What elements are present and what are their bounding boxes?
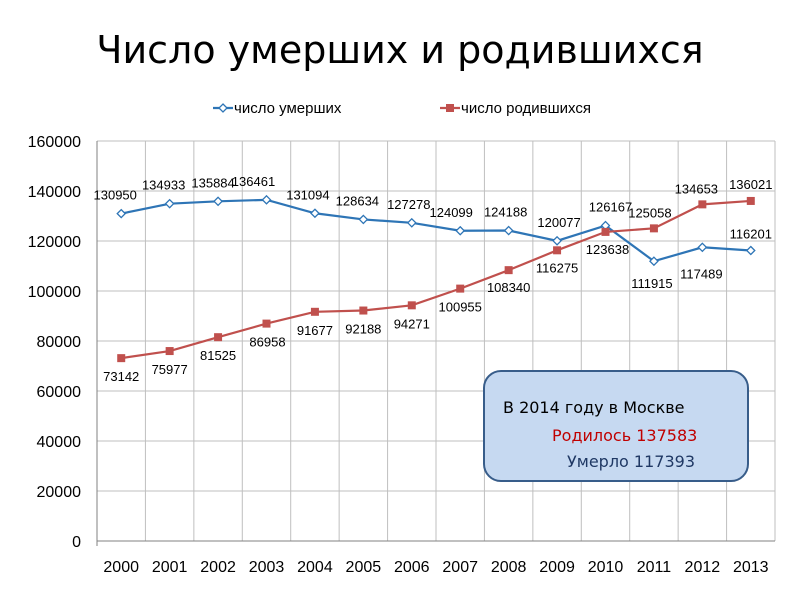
- births-data-label: 91677: [297, 323, 333, 338]
- deaths-data-label: 120077: [537, 215, 580, 230]
- x-tick-label: 2006: [394, 559, 430, 576]
- x-tick-label: 2002: [200, 559, 236, 576]
- y-tick-label: 120000: [28, 234, 81, 251]
- deaths-data-label: 127278: [387, 197, 430, 212]
- x-tick-label: 2005: [346, 559, 382, 576]
- deaths-point: [358, 214, 369, 225]
- x-tick-label: 2013: [733, 559, 769, 576]
- deaths-point: [745, 245, 756, 256]
- births-point: [698, 200, 707, 209]
- births-point: [310, 307, 319, 316]
- y-tick-label: 80000: [37, 334, 82, 351]
- y-tick-label: 140000: [28, 184, 81, 201]
- deaths-point: [455, 225, 466, 236]
- births-data-label: 136021: [729, 177, 772, 192]
- births-point: [214, 333, 223, 342]
- callout-heading: В 2014 году в Москве: [503, 398, 685, 417]
- x-tick-label: 2004: [297, 559, 333, 576]
- deaths-data-label: 135884: [191, 175, 234, 190]
- deaths-point: [164, 198, 175, 209]
- x-tick-label: 2003: [249, 559, 285, 576]
- births-data-label: 116275: [536, 260, 578, 275]
- legend-births-label: число родившихся: [461, 100, 591, 117]
- births-data-label: 100955: [439, 300, 482, 315]
- legend-births-marker: [446, 104, 454, 112]
- births-data-label: 123638: [586, 242, 629, 257]
- page-title: Число умерших и родившихся: [96, 28, 704, 72]
- deaths-data-label: 131094: [286, 187, 329, 202]
- births-data-label: 125058: [628, 205, 671, 220]
- deaths-point: [261, 194, 272, 205]
- y-tick-label: 40000: [37, 434, 82, 451]
- births-data-label: 81525: [200, 348, 236, 363]
- births-data-label: 73142: [103, 369, 139, 384]
- deaths-point: [213, 196, 223, 207]
- y-tick-label: 60000: [37, 384, 82, 401]
- births-point: [117, 354, 126, 363]
- deaths-point: [649, 256, 659, 267]
- callout-deaths: Умерло 117393: [567, 452, 695, 471]
- births-point: [553, 246, 562, 255]
- deaths-data-label: 136461: [232, 174, 275, 189]
- births-point: [359, 306, 368, 315]
- births-point: [746, 196, 755, 205]
- births-point: [504, 266, 513, 275]
- callout-births: Родилось 137583: [552, 426, 698, 445]
- y-tick-label: 160000: [28, 134, 81, 151]
- deaths-point: [552, 235, 562, 246]
- x-tick-label: 2001: [152, 559, 188, 576]
- x-tick-label: 2012: [685, 559, 721, 576]
- deaths-data-label: 111915: [631, 276, 672, 291]
- x-tick-label: 2008: [491, 559, 527, 576]
- deaths-data-label: 134933: [142, 178, 185, 193]
- births-point: [649, 224, 658, 233]
- legend-deaths-marker: [218, 103, 228, 113]
- births-point: [407, 301, 416, 310]
- deaths-data-label: 117489: [680, 266, 722, 281]
- deaths-data-label: 126167: [589, 200, 632, 215]
- x-tick-label: 2011: [637, 559, 672, 576]
- deaths-point: [310, 208, 320, 219]
- deaths-data-label: 128634: [336, 193, 379, 208]
- x-tick-label: 2009: [539, 559, 575, 576]
- births-data-label: 92188: [345, 322, 381, 337]
- deaths-data-label: 124188: [484, 205, 527, 220]
- x-tick-label: 2007: [442, 559, 478, 576]
- series-line-births: [121, 199, 751, 360]
- deaths-point: [116, 208, 127, 219]
- deaths-data-label: 124099: [430, 205, 473, 220]
- births-point: [262, 319, 271, 328]
- y-tick-label: 20000: [37, 484, 82, 501]
- x-tick-label: 2010: [588, 559, 624, 576]
- deaths-point: [406, 217, 417, 228]
- births-data-label: 108340: [487, 280, 530, 295]
- deaths-point: [503, 225, 514, 236]
- deaths-data-label: 116201: [730, 226, 772, 241]
- y-tick-label: 100000: [28, 284, 81, 301]
- y-tick-label: 0: [72, 534, 81, 551]
- births-point: [456, 284, 465, 293]
- series-line-deaths: [120, 198, 751, 263]
- births-data-label: 134653: [675, 181, 718, 196]
- legend-deaths-label: число умерших: [234, 100, 342, 117]
- births-point: [165, 347, 174, 356]
- deaths-data-label: 130950: [94, 188, 137, 203]
- x-tick-label: 2000: [103, 559, 139, 576]
- births-data-label: 94271: [394, 316, 430, 331]
- births-point: [601, 227, 610, 236]
- births-data-label: 86958: [249, 335, 285, 350]
- info-callout: В 2014 году в Москве Родилось 137583 Уме…: [483, 370, 749, 482]
- births-data-label: 75977: [152, 362, 188, 377]
- deaths-point: [697, 242, 708, 253]
